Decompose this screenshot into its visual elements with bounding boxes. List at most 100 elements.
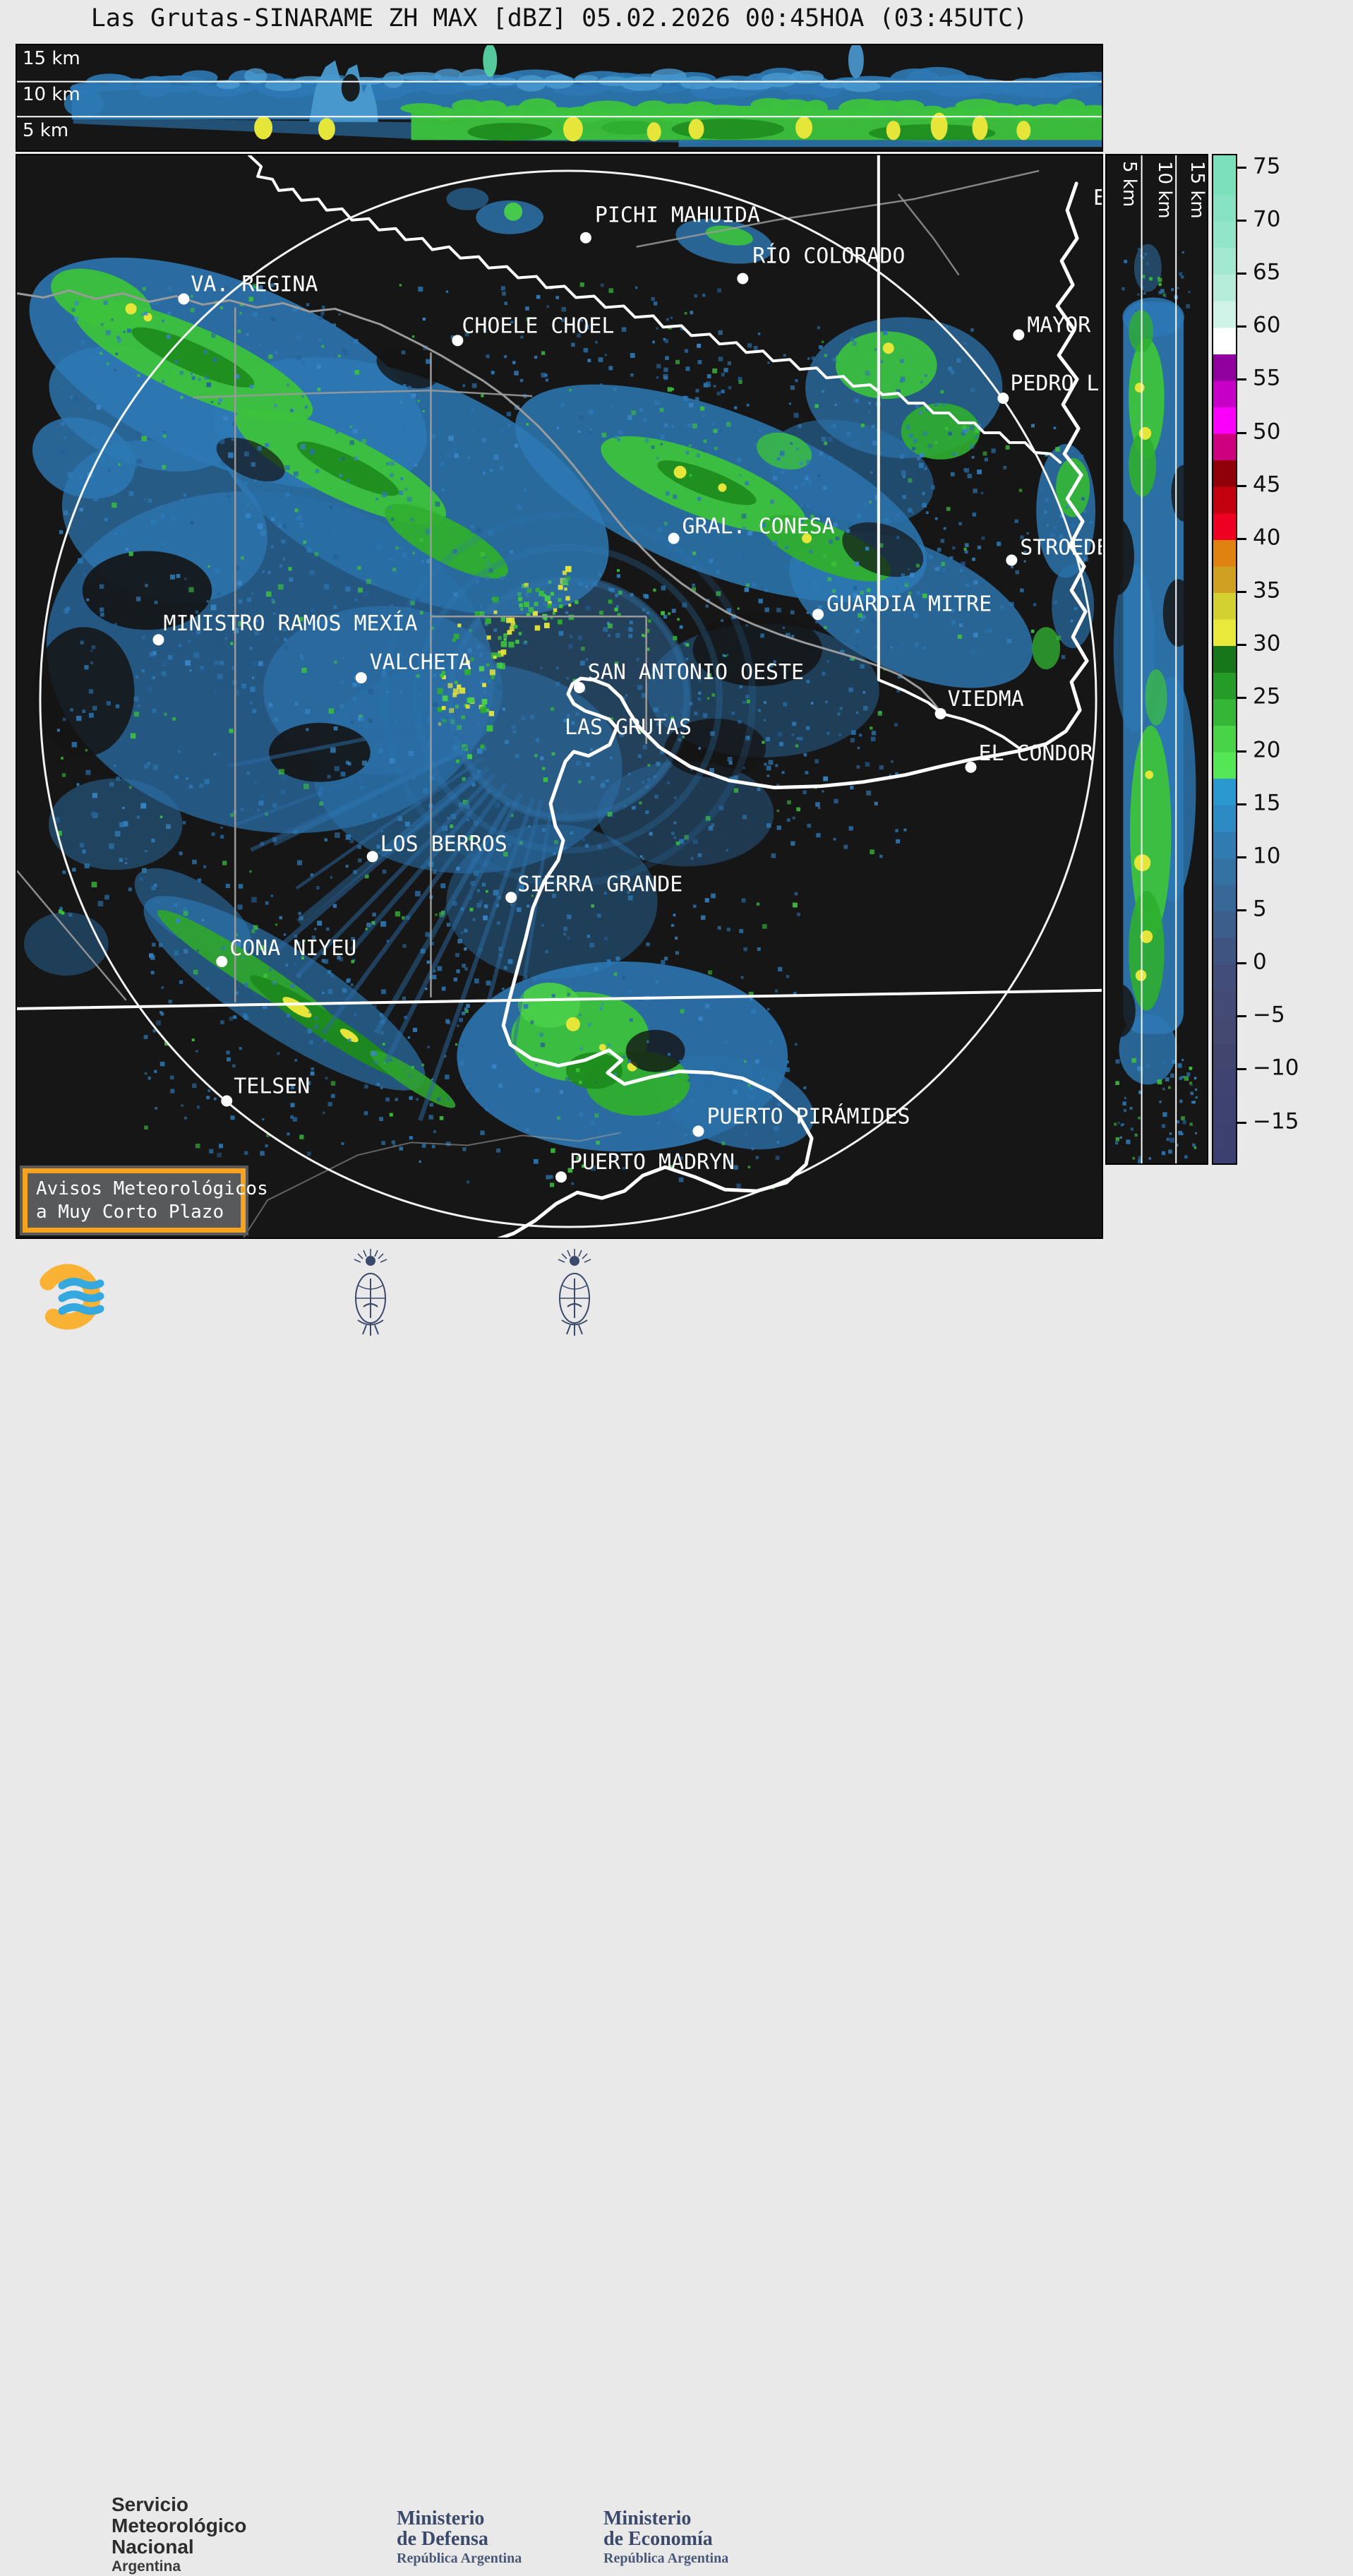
coat-of-arms-icon [354, 1249, 387, 1336]
colorbar-tick [1237, 272, 1246, 275]
horizontal-cross-section-plot [17, 45, 1102, 148]
city-dot [178, 293, 190, 305]
defensa-logo-text: Ministerio de Defensa República Argentin… [397, 2508, 522, 2568]
altitude-label-5km-v: 5 km [1119, 161, 1140, 208]
colorbar-tick [1237, 325, 1246, 328]
city-label: GUARDIA MITRE [826, 592, 992, 616]
altitude-label-10km-v: 10 km [1154, 161, 1175, 219]
city-dot [934, 707, 946, 719]
page-title: Las Grutas-SINARAME ZH MAX [dBZ] 05.02.2… [90, 4, 1028, 32]
colorbar-tick [1237, 219, 1246, 222]
city-dot [573, 682, 585, 694]
city-label: TELSEN [234, 1074, 310, 1099]
city-dot [1006, 554, 1018, 566]
city-dot [355, 672, 367, 684]
colorbar-tick [1237, 909, 1246, 911]
altitude-label-5km: 5 km [23, 120, 69, 141]
city-label: PICHI MAHUIDA [595, 203, 760, 228]
smn-logo-text: Servicio Meteorológico Nacional Argentin… [112, 2494, 246, 2576]
radar-product-page: Las Grutas-SINARAME ZH MAX [dBZ] 05.02.2… [0, 4, 1353, 2575]
dbz-colorbar [1212, 154, 1237, 1165]
horizontal-cross-section-panel: 15 km 10 km 5 km [16, 44, 1103, 152]
smn-logo-icon [37, 1264, 104, 1330]
city-dot [152, 634, 164, 646]
radar-map: PICHI MAHUIDA RÍO COLORADO VA. REGINA CHOEL… [16, 154, 1103, 1239]
colorbar-tick [1237, 591, 1246, 594]
city-label: CHOELE CHOEL [462, 313, 614, 338]
altitude-label-15km-v: 15 km [1186, 161, 1208, 219]
city-dot [555, 1171, 567, 1183]
city-label: VA. REGINA [191, 272, 318, 296]
colorbar-tick-label: −15 [1253, 1108, 1299, 1134]
colorbar-tick [1237, 537, 1246, 540]
colorbar-tick-label: 75 [1253, 153, 1281, 179]
city-dot [366, 851, 378, 863]
vertical-cross-section-plot [1107, 155, 1198, 1163]
city-label: VALCHETA [370, 650, 471, 675]
defensa-line-3: República Argentina [397, 2551, 522, 2566]
city-label: EL CONDOR [978, 741, 1093, 766]
defensa-line-1: Ministerio [397, 2508, 485, 2529]
colorbar-tick-label: 60 [1253, 312, 1281, 338]
city-label: STROEDER [1020, 536, 1102, 561]
city-dot [452, 335, 464, 347]
colorbar-tick [1237, 697, 1246, 700]
smn-line-2: Meteorológico [112, 2515, 247, 2536]
colorbar-tick [1237, 750, 1246, 753]
warning-box[interactable]: Avisos Meteorológicos a Muy Corto Plazo [20, 1166, 268, 1235]
economia-line-1: Ministerio [603, 2508, 692, 2529]
colorbar-tick-label: 10 [1253, 843, 1281, 869]
smn-line-4: Argentina [112, 2558, 181, 2575]
city-label: LOS BERROS [380, 832, 507, 856]
range-ring [39, 169, 1098, 1228]
radar-map-plot: PICHI MAHUIDA RÍO COLORADO VA. REGINA CHOEL… [17, 155, 1102, 1238]
altitude-label-10km: 10 km [23, 84, 80, 105]
colorbar-tick [1237, 1015, 1246, 1018]
vertical-cross-section-panel: 5 km 10 km 15 km [1105, 154, 1208, 1165]
city-label: PEDRO L [1010, 371, 1099, 396]
city-label: GRAL. CONESA [682, 515, 835, 539]
city-dot [692, 1125, 704, 1137]
city-dot [812, 609, 824, 621]
colorbar-tick [1237, 1121, 1246, 1124]
city-label: MAYOR [1027, 313, 1090, 337]
colorbar-tick [1237, 166, 1246, 169]
warning-line-2: a Muy Corto Plazo [36, 1202, 224, 1223]
city-label: PUERTO MADRYN [570, 1150, 735, 1175]
city-label: SAN ANTONIO OESTE [588, 660, 804, 685]
city-dot [965, 761, 977, 773]
colorbar-tick-label: 35 [1253, 577, 1281, 604]
colorbar-tick-label: 0 [1253, 949, 1267, 975]
colorbar-tick [1237, 378, 1246, 381]
footer-logos: Servicio Meteorológico Nacional Argentin… [0, 1239, 1353, 2575]
colorbar-tick-label: 15 [1253, 790, 1281, 816]
city-label: LAS GRUTAS [565, 715, 692, 740]
city-dot [997, 393, 1009, 405]
colorbar-tick [1237, 484, 1246, 487]
city-dot [579, 232, 591, 244]
dbz-colorbar-ticks: 75 70 65 60 55 50 45 40 35 30 25 20 15 10 5 0 −5 −10 −15 [1237, 153, 1336, 1165]
smn-line-1: Servicio [112, 2493, 188, 2515]
colorbar-tick-label: 65 [1253, 259, 1281, 285]
city-label: MINISTRO RAMOS MEXÍA [163, 611, 417, 636]
city-dot [737, 272, 749, 284]
city-dot [221, 1095, 233, 1107]
colorbar-tick-label: 40 [1253, 525, 1281, 551]
smn-line-3: Nacional [112, 2536, 194, 2558]
coat-of-arms-icon [558, 1249, 591, 1336]
city-dot [505, 892, 517, 904]
city-label: VIEDMA [948, 687, 1024, 712]
colorbar-tick [1237, 431, 1246, 434]
altitude-label-15km: 15 km [23, 48, 80, 69]
defensa-line-2: de Defensa [397, 2528, 488, 2550]
colorbar-tick-label: −10 [1253, 1055, 1299, 1082]
city-label: CONA NIYEU [229, 936, 356, 961]
economia-logo-text: Ministerio de Economía República Argenti… [603, 2508, 728, 2568]
economia-line-3: República Argentina [603, 2551, 729, 2566]
colorbar-tick-label: 45 [1253, 472, 1281, 498]
warning-line-1: Avisos Meteorológicos [36, 1178, 268, 1199]
colorbar-tick-label: 25 [1253, 683, 1281, 709]
city-label: SIERRA GRANDE [517, 872, 682, 897]
city-dot [216, 956, 228, 967]
colorbar-tick [1237, 1068, 1246, 1071]
